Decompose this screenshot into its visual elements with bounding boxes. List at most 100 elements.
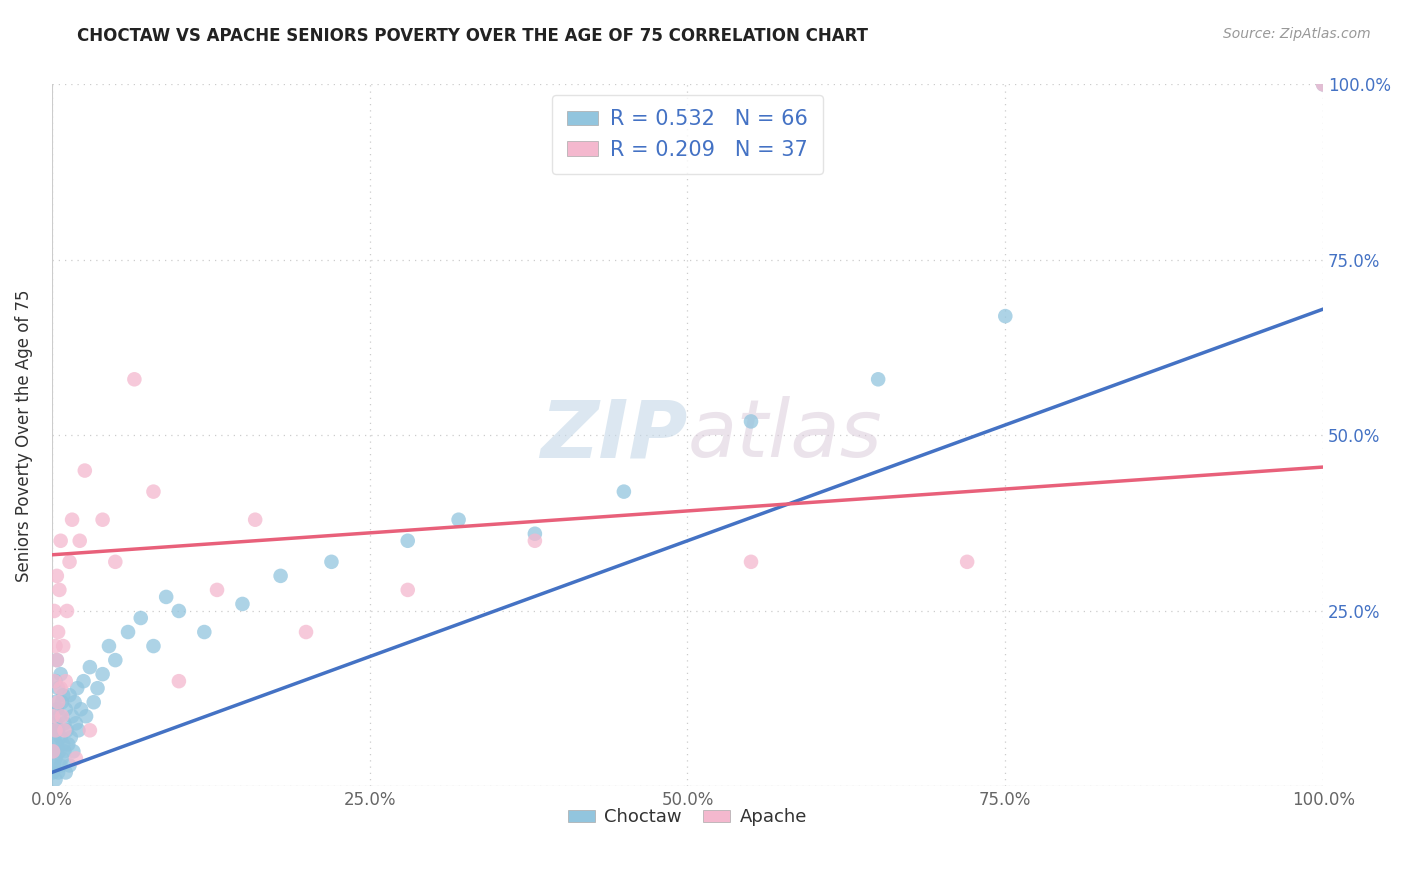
Point	[46, 765, 69, 780]
Point	[205, 582, 228, 597]
Point	[45, 723, 67, 738]
Point	[60, 513, 83, 527]
Point	[44, 758, 66, 772]
Point	[52, 639, 75, 653]
Text: CHOCTAW VS APACHE SENIORS POVERTY OVER THE AGE OF 75 CORRELATION CHART: CHOCTAW VS APACHE SENIORS POVERTY OVER T…	[77, 27, 869, 45]
Point	[396, 533, 419, 548]
Point	[46, 625, 69, 640]
Point	[45, 702, 67, 716]
Text: atlas: atlas	[688, 396, 882, 475]
Point	[52, 688, 75, 702]
Point	[97, 639, 120, 653]
Point	[69, 533, 91, 548]
Point	[67, 723, 90, 738]
Point	[65, 751, 87, 765]
Point	[83, 695, 105, 709]
Point	[142, 639, 165, 653]
Point	[167, 604, 190, 618]
Point	[48, 744, 70, 758]
Point	[321, 555, 343, 569]
Point	[45, 653, 67, 667]
Point	[53, 744, 76, 758]
Point	[740, 414, 762, 428]
Point	[70, 702, 93, 716]
Point	[75, 709, 97, 723]
Point	[55, 702, 77, 716]
Point	[46, 695, 69, 709]
Point	[42, 744, 65, 758]
Point	[167, 674, 190, 689]
Point	[523, 526, 546, 541]
Point	[46, 723, 69, 738]
Point	[42, 709, 65, 723]
Point	[45, 674, 67, 689]
Point	[45, 653, 67, 667]
Point	[129, 611, 152, 625]
Point	[295, 625, 318, 640]
Point	[48, 709, 70, 723]
Point	[155, 590, 177, 604]
Point	[49, 667, 72, 681]
Point	[45, 737, 67, 751]
Point	[44, 695, 66, 709]
Legend: Choctaw, Apache: Choctaw, Apache	[561, 801, 814, 834]
Point	[124, 372, 146, 386]
Point	[58, 688, 80, 702]
Point	[956, 555, 979, 569]
Point	[49, 533, 72, 548]
Point	[142, 484, 165, 499]
Text: ZIP: ZIP	[540, 396, 688, 475]
Point	[51, 709, 73, 723]
Point	[44, 674, 66, 689]
Point	[45, 639, 67, 653]
Point	[104, 653, 127, 667]
Point	[45, 569, 67, 583]
Point	[63, 695, 86, 709]
Point	[868, 372, 890, 386]
Point	[58, 555, 80, 569]
Point	[58, 758, 80, 772]
Point	[117, 625, 139, 640]
Point	[49, 758, 72, 772]
Point	[396, 582, 419, 597]
Point	[53, 723, 76, 738]
Point	[42, 765, 65, 780]
Point	[270, 569, 292, 583]
Point	[62, 744, 84, 758]
Point	[447, 513, 470, 527]
Point	[45, 772, 67, 787]
Point	[45, 716, 67, 731]
Point	[46, 681, 69, 696]
Point	[1312, 78, 1334, 92]
Point	[49, 731, 72, 745]
Point	[44, 604, 66, 618]
Point	[59, 731, 82, 745]
Point	[740, 555, 762, 569]
Point	[91, 667, 114, 681]
Point	[1312, 78, 1334, 92]
Point	[193, 625, 215, 640]
Point	[613, 484, 636, 499]
Point	[56, 604, 79, 618]
Point	[42, 723, 65, 738]
Point	[523, 533, 546, 548]
Point	[55, 674, 77, 689]
Point	[104, 555, 127, 569]
Point	[42, 744, 65, 758]
Point	[73, 464, 96, 478]
Point	[44, 731, 66, 745]
Point	[52, 737, 75, 751]
Point	[56, 723, 79, 738]
Point	[58, 737, 80, 751]
Point	[55, 765, 77, 780]
Point	[51, 695, 73, 709]
Point	[51, 751, 73, 765]
Point	[91, 513, 114, 527]
Point	[45, 751, 67, 765]
Y-axis label: Seniors Poverty Over the Age of 75: Seniors Poverty Over the Age of 75	[15, 289, 32, 582]
Point	[66, 681, 89, 696]
Point	[86, 681, 108, 696]
Point	[65, 716, 87, 731]
Point	[72, 674, 94, 689]
Point	[60, 709, 83, 723]
